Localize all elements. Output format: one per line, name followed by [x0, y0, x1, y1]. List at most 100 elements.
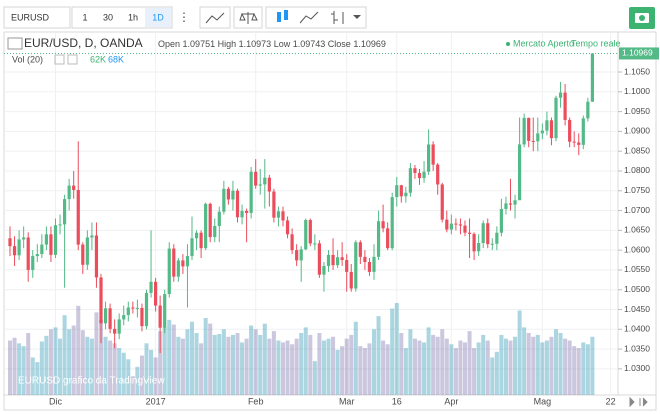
candles-icon[interactable]	[277, 12, 281, 22]
volume-bar-tint	[467, 331, 472, 395]
volume-bar-tint	[240, 342, 245, 395]
candle-body	[536, 133, 540, 142]
candle-body	[149, 281, 153, 293]
candle-body	[208, 203, 212, 238]
close-icon[interactable]	[67, 54, 78, 65]
volume-bar-tint	[167, 319, 172, 395]
volume-bar-tint	[517, 310, 522, 395]
series-title: EUR/USD, D, OANDA	[24, 36, 143, 50]
candle-body	[313, 243, 317, 245]
y-tick-label: 1.0950	[624, 106, 650, 116]
volume-bar	[226, 336, 231, 395]
volume-bar-tint	[258, 334, 263, 395]
interval[interactable]: 1D	[152, 12, 164, 22]
volume-bar-tint	[376, 316, 381, 395]
volume-bar-tint	[372, 329, 376, 395]
volume-bar	[390, 308, 395, 395]
volume-bar	[212, 334, 217, 395]
candle-body	[63, 199, 67, 225]
volume-bar	[290, 344, 295, 395]
collapse-icon[interactable]	[7, 37, 23, 50]
volume-bar-tint	[39, 341, 44, 395]
candle-body	[413, 168, 417, 173]
volume-bar	[463, 342, 467, 395]
volume-bar	[112, 343, 117, 395]
volume-bar-tint	[522, 327, 527, 395]
volume-bar	[8, 340, 12, 395]
volume-bar-tint	[149, 349, 154, 395]
volume-bar-tint	[126, 359, 131, 395]
candle-body	[317, 243, 321, 275]
volume-bar	[408, 329, 413, 395]
volume-bar-tint	[294, 338, 299, 395]
volume-bar-tint	[321, 340, 326, 395]
bars-icon[interactable]	[331, 11, 344, 24]
candle-body	[185, 256, 190, 267]
volume-bar	[376, 316, 381, 395]
candle-body	[154, 281, 158, 306]
volume-bar	[80, 330, 85, 395]
indicators-btn[interactable]	[199, 6, 231, 29]
volume-bar-tint	[44, 335, 49, 395]
volume-bar	[53, 327, 58, 395]
candle-body	[22, 237, 26, 240]
candle-body	[518, 144, 522, 201]
volume-layer	[8, 303, 595, 395]
volume-bar	[340, 346, 345, 395]
candle-body	[354, 242, 358, 289]
candle-body	[176, 260, 180, 277]
candle-body	[76, 189, 80, 245]
candle-body	[540, 130, 544, 134]
open-label: Open	[158, 39, 180, 49]
more-icon[interactable]: ⋮	[178, 10, 190, 24]
volume-bar	[544, 340, 549, 395]
y-tick-label: 1.0800	[624, 165, 650, 175]
volume-bar	[576, 348, 581, 395]
symbol[interactable]: EURUSD	[11, 12, 50, 22]
candle-body	[194, 232, 199, 239]
volume-bar	[235, 333, 240, 395]
volume-bar	[317, 333, 322, 395]
volume-bar	[372, 329, 376, 395]
volume-bar	[422, 342, 427, 395]
volume-bar	[271, 331, 276, 395]
volume-bar-tint	[12, 337, 17, 395]
volume-bar	[240, 342, 245, 395]
candle-body	[181, 260, 185, 267]
volume-bar-tint	[67, 329, 72, 395]
interval[interactable]: 1	[82, 12, 87, 22]
candle-body	[549, 120, 554, 139]
candles-icon[interactable]	[284, 10, 288, 20]
candle-body	[490, 243, 494, 245]
candle-body	[245, 210, 249, 213]
candle-body	[158, 305, 162, 328]
volume-bar	[71, 325, 76, 395]
volume-bar-tint	[199, 343, 204, 395]
x-tick-label: Mag	[534, 396, 552, 406]
candle-body	[235, 190, 240, 218]
scroll-icons[interactable]	[629, 396, 648, 408]
settings-icon[interactable]	[54, 54, 65, 65]
area-icon[interactable]	[299, 11, 319, 24]
x-tick-label: Apr	[444, 396, 458, 406]
volume-bar-tint	[531, 336, 536, 395]
volume-bar-tint	[312, 361, 317, 395]
candle-body	[322, 265, 326, 275]
candle-body	[108, 308, 112, 329]
volume-bar-tint	[130, 376, 135, 395]
market-status: Mercato Aperto	[513, 38, 574, 48]
high-label: High	[218, 39, 237, 49]
dropdown-icon[interactable]	[353, 15, 361, 19]
candle-body	[240, 210, 244, 218]
interval[interactable]: 1h	[128, 12, 138, 22]
volume-bar	[508, 340, 513, 395]
volume-bar-tint	[390, 308, 395, 395]
symbol-box[interactable]	[3, 6, 71, 29]
candle-body	[304, 220, 308, 250]
candle-body	[35, 254, 39, 257]
volume-bar	[581, 342, 586, 395]
volume-bar-tint	[308, 334, 313, 395]
candle-body	[326, 254, 331, 266]
interval[interactable]: 30	[103, 12, 113, 22]
volume-bar-tint	[326, 338, 331, 395]
